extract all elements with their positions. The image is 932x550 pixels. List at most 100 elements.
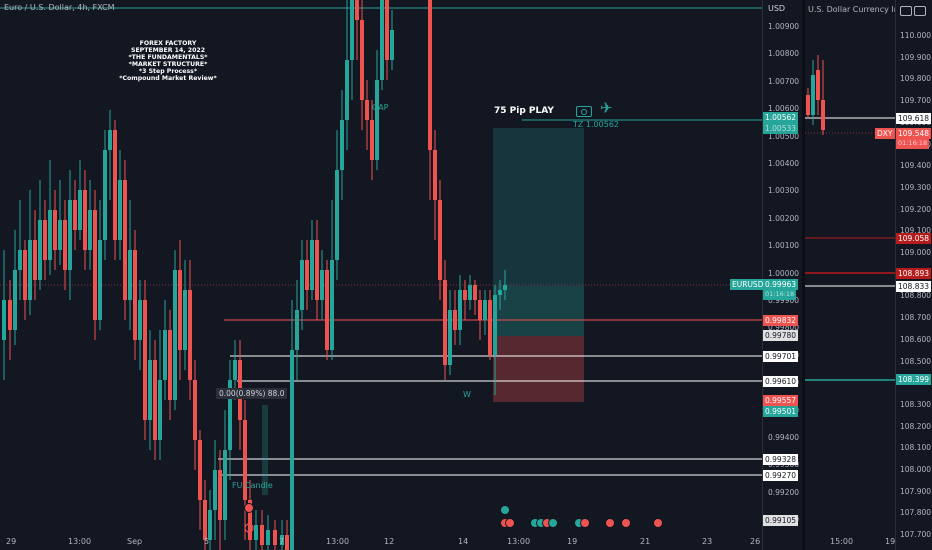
main-price-axis[interactable]: 1.00900 1.00800 1.00700 1.00600 1.00500 1.004…	[762, 0, 803, 550]
pane-divider[interactable]	[802, 0, 805, 550]
candle-body	[365, 100, 369, 120]
event-marker-icon	[500, 505, 510, 515]
candle-body	[320, 270, 324, 300]
candle-body	[8, 300, 12, 330]
dxy-level-tag: 108.833	[896, 281, 932, 292]
current-price-tag: 0.99963	[763, 279, 799, 290]
main-chart-pane[interactable]: Euro / U.S. Dollar, 4h, FXCM FOREX FACTO…	[0, 0, 762, 550]
dxy-current-tag: 109.548	[896, 128, 932, 139]
candle-body	[463, 290, 467, 300]
candle-body	[203, 500, 207, 540]
time-tick: 19	[567, 537, 578, 546]
candle-body	[310, 240, 314, 290]
time-tick: 15:00	[830, 537, 854, 546]
play-label: 75 Pip PLAY	[494, 106, 554, 116]
event-marker-icon	[505, 518, 515, 528]
price-tick: 108.200	[900, 421, 932, 431]
main-chart-title[interactable]: Euro / U.S. Dollar, 4h, FXCM	[4, 3, 115, 12]
candle-body	[335, 170, 339, 260]
note-line: *Compound Market Review*	[119, 75, 217, 82]
price-tick: 109.700	[900, 96, 932, 106]
candle-body	[380, 0, 384, 80]
candle-body	[148, 360, 152, 420]
candle-body	[355, 0, 359, 20]
price-tick: 109.800	[900, 74, 932, 84]
candle-body	[330, 260, 334, 350]
candle-body	[345, 60, 349, 120]
candle-body	[178, 270, 182, 350]
level-tag: 0.99610	[763, 376, 799, 387]
level-tag: 0.99328	[763, 454, 799, 465]
candle-body	[153, 360, 157, 440]
price-tick: 1.00700	[768, 76, 800, 86]
candle-body	[806, 95, 810, 115]
time-tick: 21	[640, 537, 651, 546]
candle-body	[428, 0, 432, 150]
w-label: W	[463, 390, 471, 399]
note-line: *3 Step Process*	[138, 68, 198, 75]
price-tick: 108.300	[900, 399, 932, 409]
minimize-icon[interactable]	[900, 6, 912, 16]
level-tag: 0.99701	[763, 351, 799, 362]
dxy-chart-canvas[interactable]	[805, 0, 895, 550]
time-tick: 7	[279, 537, 285, 546]
candle-body	[295, 310, 299, 350]
time-tick: 13:00	[507, 537, 531, 546]
time-tick: 29	[6, 537, 17, 546]
tz-label: TZ 1.00562	[573, 120, 619, 129]
candle-body	[43, 220, 47, 260]
candle-body	[223, 450, 227, 520]
dxy-chart-title[interactable]: U.S. Dollar Currency Index, 4	[808, 5, 895, 14]
candle-body	[248, 500, 252, 540]
candle-body	[448, 310, 452, 365]
candle-body	[483, 300, 487, 320]
price-tick: 107.700	[900, 530, 932, 540]
candle-body	[273, 530, 277, 545]
dxy-level-tag: 108.399	[896, 374, 932, 385]
time-tick: Sep	[127, 537, 143, 546]
candle-body	[498, 290, 502, 295]
measure-box	[262, 405, 268, 495]
main-chart-canvas[interactable]	[0, 0, 762, 550]
price-tick: 107.900	[900, 486, 932, 496]
candle-body	[93, 210, 97, 320]
candle-body	[138, 300, 142, 340]
candle-body	[48, 210, 52, 260]
dxy-symbol-tag: DXY	[875, 128, 895, 139]
candle-body	[285, 535, 289, 550]
candle-body	[433, 150, 437, 200]
price-tick: 108.700	[900, 313, 932, 323]
price-tick: 1.00300	[768, 186, 800, 196]
stop-tag: 0.99557	[763, 395, 799, 406]
candle-body	[133, 250, 137, 340]
candle-body	[163, 330, 167, 380]
level-tag: 0.99270	[763, 470, 799, 481]
currency-label: USD	[768, 4, 786, 13]
price-tick: 109.900	[900, 52, 932, 62]
price-tick: 110.000	[900, 31, 932, 40]
candle-body	[28, 240, 32, 300]
candle-body	[193, 380, 197, 440]
time-tick: 13:00	[326, 537, 350, 546]
note-line: *MARKET STRUCTURE*	[128, 61, 208, 68]
price-tick: 108.500	[900, 356, 932, 366]
candle-body	[821, 100, 825, 130]
candle-body	[305, 260, 309, 290]
candle-body	[468, 285, 472, 300]
level-tag: 0.99105	[763, 515, 799, 526]
candle-body	[53, 210, 57, 250]
event-marker-icon	[653, 518, 663, 528]
airplane-icon: ✈	[600, 99, 613, 117]
candle-body	[208, 510, 212, 540]
candle-body	[493, 295, 497, 355]
price-tick: 109.200	[900, 204, 932, 214]
candle-body	[63, 220, 67, 270]
candle-body	[118, 180, 122, 240]
red-line-tag: 0.99832	[763, 315, 799, 326]
dxy-chart-pane[interactable]: U.S. Dollar Currency Index, 4 15:00 19	[805, 0, 895, 550]
expand-icon[interactable]	[914, 6, 926, 16]
candle-body	[228, 380, 232, 450]
candle-body	[811, 75, 815, 115]
candle-body	[315, 240, 319, 300]
gap-label: GAP	[372, 103, 389, 112]
